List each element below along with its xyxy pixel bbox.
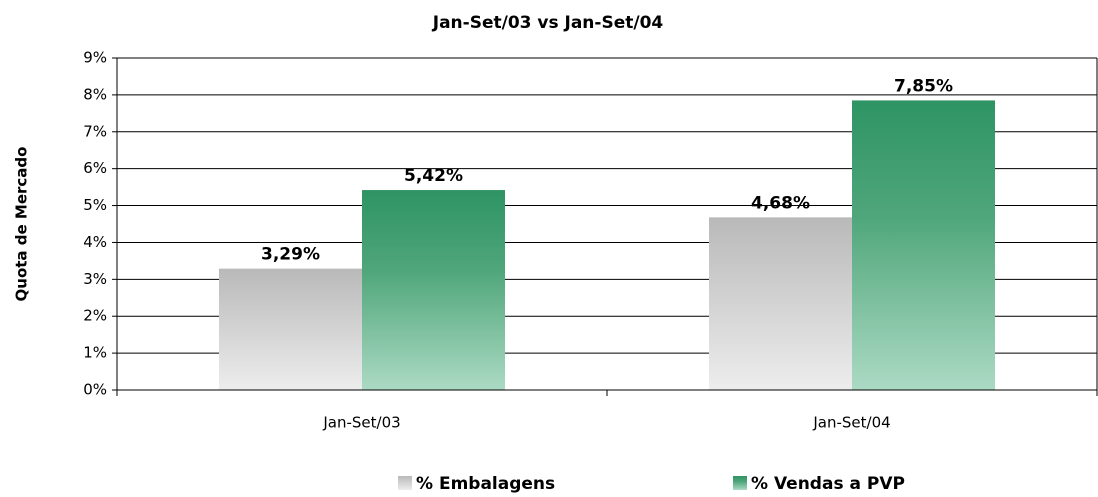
y-tick-label: 5%	[83, 196, 107, 214]
data-label: 7,85%	[894, 76, 953, 96]
bar	[709, 217, 852, 390]
legend-label: % Vendas a PVP	[751, 474, 905, 494]
bar	[362, 190, 505, 390]
y-tick-label: 3%	[83, 270, 107, 288]
x-tick-label: Jan-Set/03	[322, 414, 400, 432]
bar	[852, 100, 995, 390]
y-tick-label: 1%	[83, 344, 107, 362]
y-tick-label: 2%	[83, 307, 107, 325]
chart-title: Jan-Set/03 vs Jan-Set/04	[432, 13, 664, 33]
data-label: 5,42%	[404, 166, 463, 186]
y-tick-label: 6%	[83, 159, 107, 177]
data-label: 3,29%	[261, 245, 320, 265]
y-tick-label: 9%	[83, 49, 107, 67]
y-axis-label: Quota de Mercado	[13, 147, 31, 302]
y-tick-label: 4%	[83, 233, 107, 251]
legend-swatch	[398, 476, 412, 490]
y-tick-label: 0%	[83, 381, 107, 399]
bar	[219, 268, 362, 390]
y-tick-label: 8%	[83, 85, 107, 103]
data-label: 4,68%	[751, 193, 810, 213]
legend-label: % Embalagens	[416, 474, 555, 494]
x-tick-label: Jan-Set/04	[812, 414, 890, 432]
legend-swatch	[733, 476, 747, 490]
y-tick-label: 7%	[83, 122, 107, 140]
